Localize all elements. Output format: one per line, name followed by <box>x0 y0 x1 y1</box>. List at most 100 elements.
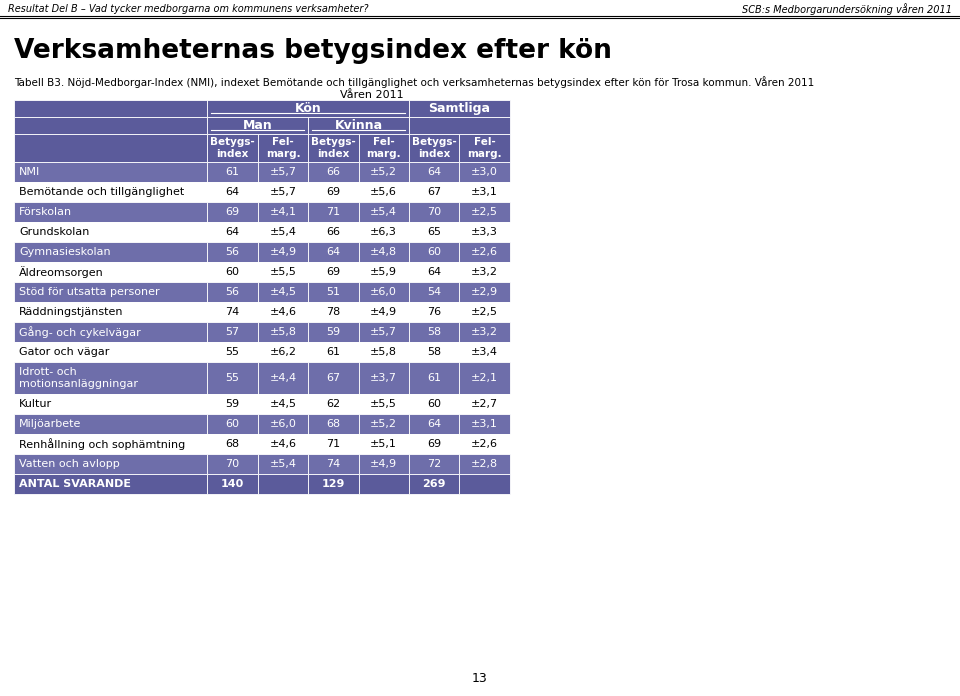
Bar <box>14 182 207 202</box>
Text: SCB:s Medborgarundersökning våren 2011: SCB:s Medborgarundersökning våren 2011 <box>742 3 952 15</box>
Text: 60: 60 <box>226 419 240 429</box>
Text: NMI: NMI <box>19 167 40 177</box>
Bar <box>459 434 510 454</box>
Bar <box>14 362 207 394</box>
Bar <box>409 282 459 302</box>
Bar <box>308 394 358 414</box>
Bar <box>409 262 459 282</box>
Text: 55: 55 <box>226 373 240 383</box>
Bar <box>207 434 258 454</box>
Text: Förskolan: Förskolan <box>19 207 72 217</box>
Bar <box>308 162 358 182</box>
Text: ±2,1: ±2,1 <box>470 373 498 383</box>
Text: 140: 140 <box>221 479 244 489</box>
Bar <box>207 182 258 202</box>
Text: ±5,7: ±5,7 <box>270 167 297 177</box>
Bar <box>358 454 409 474</box>
Text: ±4,9: ±4,9 <box>270 247 297 257</box>
Bar <box>409 322 459 342</box>
Bar <box>207 342 258 362</box>
Bar <box>14 282 207 302</box>
Bar <box>14 414 207 434</box>
Text: 64: 64 <box>427 419 441 429</box>
Text: Tabell B3. Nöjd-Medborgar-Index (NMI), indexet Bemötande och tillgänglighet och : Tabell B3. Nöjd-Medborgar-Index (NMI), i… <box>14 76 814 88</box>
Bar <box>459 262 510 282</box>
Text: 76: 76 <box>427 307 441 317</box>
Bar <box>459 454 510 474</box>
Text: 64: 64 <box>427 267 441 277</box>
Bar <box>258 182 308 202</box>
Text: 68: 68 <box>326 419 341 429</box>
Bar <box>258 162 308 182</box>
Bar <box>409 242 459 262</box>
Bar <box>459 414 510 434</box>
Bar <box>459 342 510 362</box>
Bar <box>207 322 258 342</box>
Text: Renhållning och sophämtning: Renhållning och sophämtning <box>19 438 185 450</box>
Bar <box>409 100 510 117</box>
Bar <box>409 414 459 434</box>
Bar <box>459 202 510 222</box>
Text: 58: 58 <box>427 327 441 337</box>
Text: 67: 67 <box>326 373 341 383</box>
Text: 61: 61 <box>326 347 341 357</box>
Bar <box>14 394 207 414</box>
Bar <box>207 242 258 262</box>
Bar <box>14 162 207 182</box>
Text: ±3,0: ±3,0 <box>471 167 498 177</box>
Bar <box>258 242 308 262</box>
Bar <box>409 117 510 134</box>
Text: ±2,6: ±2,6 <box>470 439 498 449</box>
Bar <box>459 182 510 202</box>
Bar <box>459 394 510 414</box>
Text: Idrott- och
motionsanläggningar: Idrott- och motionsanläggningar <box>19 367 138 389</box>
Bar <box>14 302 207 322</box>
Text: Gator och vägar: Gator och vägar <box>19 347 109 357</box>
Bar <box>358 342 409 362</box>
Text: ±4,5: ±4,5 <box>270 287 297 297</box>
Bar <box>409 394 459 414</box>
Text: 70: 70 <box>226 459 240 469</box>
Text: ±2,7: ±2,7 <box>470 399 498 409</box>
Text: ±4,6: ±4,6 <box>270 307 297 317</box>
Text: ±5,5: ±5,5 <box>371 399 397 409</box>
Text: 56: 56 <box>226 247 240 257</box>
Bar <box>308 454 358 474</box>
Bar <box>459 282 510 302</box>
Text: ±3,2: ±3,2 <box>470 327 498 337</box>
Text: Gymnasieskolan: Gymnasieskolan <box>19 247 110 257</box>
Bar <box>258 134 308 162</box>
Text: ±2,6: ±2,6 <box>470 247 498 257</box>
Text: ±5,9: ±5,9 <box>371 267 397 277</box>
Text: 59: 59 <box>226 399 240 409</box>
Bar <box>258 454 308 474</box>
Text: Våren 2011: Våren 2011 <box>340 90 403 100</box>
Bar <box>308 322 358 342</box>
Text: 69: 69 <box>326 267 341 277</box>
Bar <box>308 262 358 282</box>
Text: 74: 74 <box>326 459 341 469</box>
Bar <box>358 182 409 202</box>
Text: ±4,1: ±4,1 <box>270 207 297 217</box>
Text: 51: 51 <box>326 287 341 297</box>
Text: ±4,6: ±4,6 <box>270 439 297 449</box>
Bar <box>14 222 207 242</box>
Text: ±5,2: ±5,2 <box>371 167 397 177</box>
Text: ±5,4: ±5,4 <box>270 227 297 237</box>
Bar <box>308 117 409 134</box>
Text: ±4,8: ±4,8 <box>371 247 397 257</box>
Text: 69: 69 <box>427 439 441 449</box>
Text: ±5,4: ±5,4 <box>371 207 397 217</box>
Bar <box>258 322 308 342</box>
Text: ±5,5: ±5,5 <box>270 267 297 277</box>
Text: ±6,2: ±6,2 <box>270 347 297 357</box>
Bar <box>14 134 207 162</box>
Bar <box>258 394 308 414</box>
Text: ±3,3: ±3,3 <box>471 227 498 237</box>
Text: 64: 64 <box>226 227 240 237</box>
Bar <box>358 322 409 342</box>
Text: ±3,2: ±3,2 <box>470 267 498 277</box>
Bar <box>258 362 308 394</box>
Bar <box>308 134 358 162</box>
Bar <box>358 134 409 162</box>
